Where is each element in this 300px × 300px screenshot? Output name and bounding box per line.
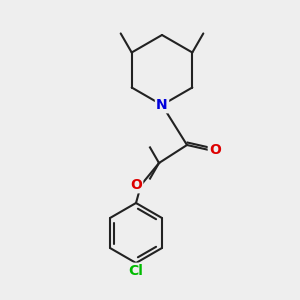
Text: Cl: Cl	[129, 264, 143, 278]
Text: O: O	[209, 143, 221, 157]
Text: N: N	[156, 98, 168, 112]
Text: O: O	[130, 178, 142, 192]
